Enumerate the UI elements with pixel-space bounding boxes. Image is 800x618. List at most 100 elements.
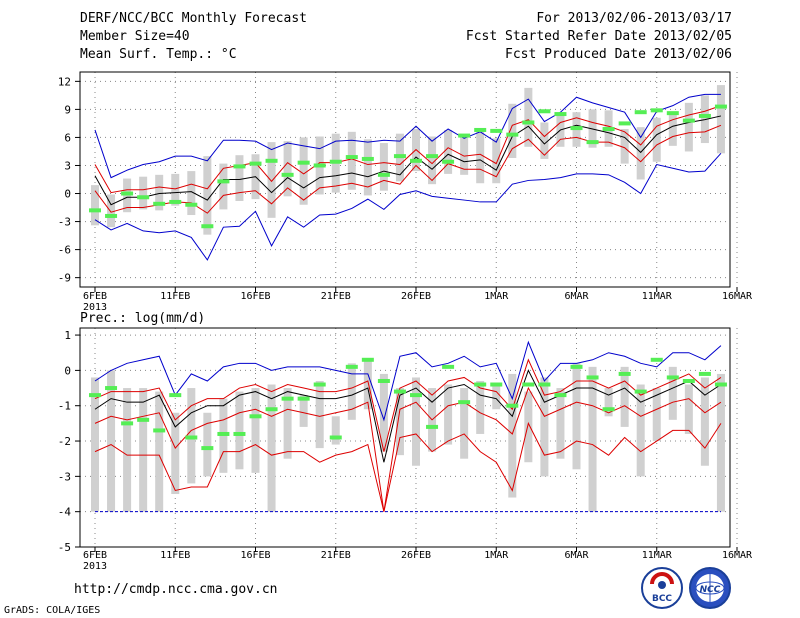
temp-box [428,136,437,185]
temp-observed-marker [281,172,294,177]
prec-observed-marker [602,407,615,412]
prec-xtick-label: 6MAR [564,550,589,561]
prec-box [267,384,276,512]
grads-credit: GrADS: COLA/IGES [4,605,101,616]
prec-observed-marker [682,378,695,383]
temp-box [155,174,164,211]
temp-xtick-label: 6FEB [83,291,107,302]
temp-xtick-label: 6MAR [564,291,589,302]
prec-variable-label: Prec.: log(mm/d) [80,311,205,326]
prec-box [315,380,324,449]
temp-observed-marker [522,120,535,125]
temp-observed-marker [538,109,551,114]
prec-box [235,391,244,470]
prec-box [620,366,629,427]
prec-ytick-label: 1 [64,329,71,342]
temp-observed-marker [554,112,567,117]
temp-xtick-label: 16MAR [722,291,753,302]
temp-xtick-label: 11MAR [642,291,673,302]
prec-observed-marker [570,364,583,369]
prec-box [107,370,116,512]
prec-box [716,373,725,512]
temp-box [363,139,372,196]
temp-xtick-label: 1MAR [484,291,509,302]
prec-xtick-label: 6FEB [83,550,107,561]
prec-observed-marker [618,371,631,376]
temp-observed-marker [265,158,278,163]
prec-observed-marker [345,364,358,369]
temp-observed-marker [377,172,390,177]
temp-box [91,185,99,226]
temp-observed-marker [169,199,182,204]
prec-observed-marker [249,414,262,419]
temp-box [508,103,517,158]
prec-mean-line [94,369,722,463]
prec-max-line [94,340,722,422]
prec-observed-marker [153,428,166,433]
prec-box [588,366,597,512]
prec-observed-marker [361,357,374,362]
temp-box [171,173,180,206]
temp-lower-line [94,124,722,214]
prec-observed-marker [89,393,101,398]
prec-observed-marker [650,357,663,362]
forecast-start-date: Fcst Started Refer Date 2013/02/05 [465,29,732,44]
prec-box [636,384,645,477]
prec-box [412,377,420,466]
prec-box [299,395,308,427]
temp-observed-marker [249,161,262,166]
source-url[interactable]: http://cmdp.ncc.cma.gov.cn [74,582,278,597]
prec-observed-marker [185,435,198,440]
temp-ytick-label: -3 [58,216,71,229]
temp-observed-marker [153,201,166,206]
prec-xtick-label: 26FEB [401,550,431,561]
temp-observed-marker [313,163,326,168]
temp-box [219,163,228,210]
temp-observed-marker [698,113,711,118]
temp-observed-marker [121,191,134,196]
temp-observed-marker [105,213,118,218]
prec-min-line [94,421,722,512]
temp-observed-marker [570,126,583,131]
temp-box [187,171,196,216]
prec-observed-marker [442,364,455,369]
temp-box [716,85,725,154]
temp-ytick-label: -9 [58,272,71,285]
prec-xtick-label: 16FEB [240,550,270,561]
prec-xtick-label: 11FEB [160,550,190,561]
prec-observed-marker [377,378,390,383]
temp-observed-marker [393,154,406,159]
prec-box [283,388,292,459]
temp-box [460,135,469,175]
prec-box [91,377,99,512]
prec-frame [79,327,731,548]
prec-observed-marker [169,393,182,398]
prec-box [508,373,517,498]
prec-box [476,380,485,434]
temp-ytick-label: 6 [64,131,71,144]
prec-observed-marker [522,382,535,387]
temp-observed-marker [682,118,695,123]
member-size: Member Size=40 [80,29,190,44]
temp-observed-marker [185,202,198,207]
prec-box [492,384,501,410]
temp-observed-marker [361,156,374,161]
prec-xtick-label: 1MAR [484,550,509,561]
prec-box [668,366,677,420]
ncc-logo-text: NCC [700,585,721,595]
temp-frame [79,71,731,288]
temp-observed-marker [426,154,439,159]
prec-box [604,388,613,417]
prec-box [331,416,340,445]
prec-observed-marker [410,393,422,398]
temp-observed-marker [586,140,599,145]
prec-lower-line [94,386,722,512]
prec-observed-marker [297,396,310,401]
temp-observed-marker [650,108,663,113]
temp-year-label: 2013 [83,302,107,313]
prec-box [460,388,469,459]
temp-max-line [94,93,721,179]
prec-ytick-label: -2 [58,435,71,448]
prec-observed-marker [121,421,134,426]
